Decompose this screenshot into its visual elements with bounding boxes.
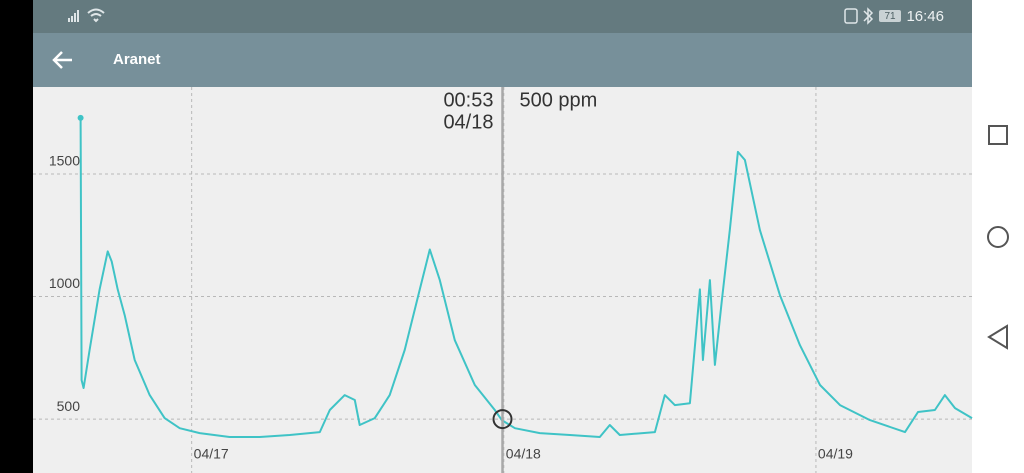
back-button[interactable]: [52, 51, 72, 69]
app-bar: [33, 33, 972, 87]
start-point: [77, 114, 84, 121]
app-title: Aranet: [113, 51, 161, 68]
battery-icon: [879, 10, 901, 22]
nfc-icon: [844, 8, 858, 24]
recents-button[interactable]: [988, 125, 1008, 145]
wifi-icon: [87, 8, 105, 23]
clock: 16:46: [906, 8, 944, 25]
home-button[interactable]: [987, 226, 1009, 248]
cursor-value: 500 ppm: [520, 89, 598, 111]
x-tick-label: 04/17: [194, 446, 229, 462]
y-tick-label: 1500: [49, 153, 80, 169]
x-tick-label: 04/18: [506, 446, 541, 462]
data-line: [79, 117, 973, 438]
cursor-date: 04/18: [443, 111, 493, 133]
cursor-point: [492, 409, 513, 430]
battery-level: 71: [884, 11, 896, 22]
cursor-time: 00:53: [443, 89, 493, 111]
y-tick-label: 500: [57, 398, 81, 414]
bluetooth-icon: [863, 7, 874, 25]
y-tick-label: 1000: [49, 275, 80, 291]
x-tick-label: 04/19: [818, 446, 853, 462]
left-edge: [0, 0, 33, 473]
status-bar: [33, 0, 972, 33]
nav-bar: [972, 0, 1024, 473]
nav-back-button[interactable]: [987, 324, 1008, 350]
signal-icon: [68, 10, 79, 22]
